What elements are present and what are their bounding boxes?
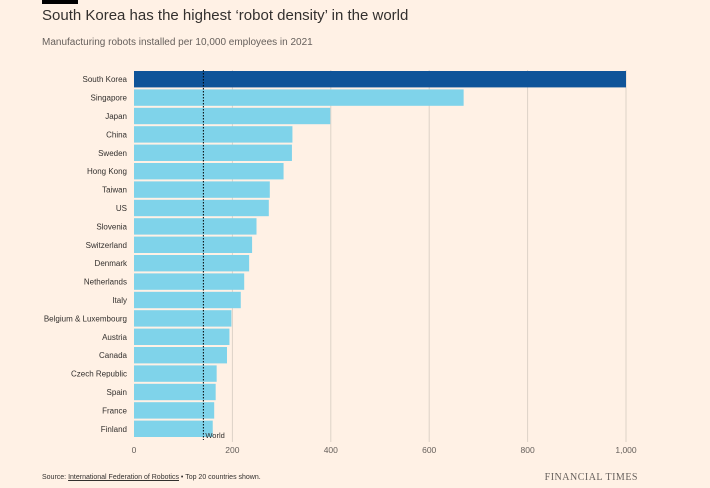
- bar-us: [134, 199, 269, 217]
- source-note: Source: International Federation of Robo…: [42, 474, 261, 481]
- category-label-slovenia: Slovenia: [96, 222, 127, 231]
- bar-czech-republic: [134, 365, 217, 382]
- bars: [134, 71, 626, 437]
- bar-south-korea: [134, 71, 626, 88]
- source-link[interactable]: International Federation of Robotics: [68, 474, 179, 481]
- category-label-hong-kong: Hong Kong: [87, 167, 127, 176]
- ft-logo: FINANCIAL TIMES: [544, 472, 638, 483]
- bar-denmark: [134, 255, 250, 272]
- category-label-france: France: [102, 406, 127, 415]
- bar-austria: [134, 328, 230, 345]
- category-label-japan: Japan: [105, 112, 127, 121]
- bar-netherlands: [134, 273, 245, 290]
- category-label-spain: Spain: [107, 388, 127, 397]
- category-label-canada: Canada: [99, 351, 128, 360]
- category-labels: South Korea Singapore Japan China Sweden Hong…: [44, 75, 128, 434]
- category-label-us: US: [116, 204, 127, 213]
- bar-canada: [134, 347, 227, 364]
- category-label-sweden: Sweden: [98, 149, 127, 158]
- bar-taiwan: [134, 181, 270, 198]
- chart-title: South Korea has the highest ‘robot densi…: [42, 7, 409, 24]
- world-reference-label: World: [205, 431, 224, 440]
- bar-hong-kong: [134, 163, 284, 180]
- bar-italy: [134, 291, 241, 309]
- category-label-belgium-luxembourg: Belgium & Luxembourg: [44, 314, 127, 323]
- bar-spain: [134, 383, 216, 401]
- bar-slovenia: [134, 218, 257, 235]
- category-label-austria: Austria: [102, 333, 127, 342]
- world-reference: World: [202, 70, 225, 440]
- bar-chart: South Korea Singapore Japan China Sweden Hong…: [44, 70, 637, 455]
- x-tick-label-1000: 1,000: [615, 445, 637, 455]
- x-axis-ticks: 0 200 400 600 800 1,000: [132, 445, 637, 455]
- category-label-china: China: [106, 130, 127, 139]
- header-rule: [42, 0, 78, 4]
- category-label-finland: Finland: [101, 425, 127, 434]
- category-label-czech-republic: Czech Republic: [71, 370, 127, 379]
- x-tick-label-0: 0: [132, 445, 137, 455]
- category-label-italy: Italy: [112, 296, 127, 305]
- bar-china: [134, 126, 293, 143]
- category-label-denmark: Denmark: [95, 259, 128, 268]
- bar-switzerland: [134, 236, 253, 253]
- source-suffix: • Top 20 countries shown.: [178, 474, 261, 481]
- x-tick-label-400: 400: [324, 445, 338, 455]
- category-label-singapore: Singapore: [91, 94, 128, 103]
- x-tick-label-200: 200: [225, 445, 239, 455]
- category-label-switzerland: Switzerland: [86, 241, 127, 250]
- bar-singapore: [134, 89, 464, 106]
- source-prefix: Source:: [42, 474, 69, 481]
- category-label-taiwan: Taiwan: [102, 186, 127, 195]
- x-tick-label-800: 800: [521, 445, 535, 455]
- grid-lines: [231, 70, 627, 442]
- bar-belgium-luxembourg: [134, 310, 232, 327]
- bar-finland: [134, 420, 213, 437]
- category-label-netherlands: Netherlands: [84, 278, 127, 287]
- x-tick-label-600: 600: [422, 445, 436, 455]
- bar-japan: [134, 107, 331, 125]
- chart-subtitle: Manufacturing robots installed per 10,00…: [42, 37, 313, 48]
- bar-sweden: [134, 144, 292, 161]
- bar-france: [134, 402, 215, 419]
- category-label-south-korea: South Korea: [83, 75, 128, 84]
